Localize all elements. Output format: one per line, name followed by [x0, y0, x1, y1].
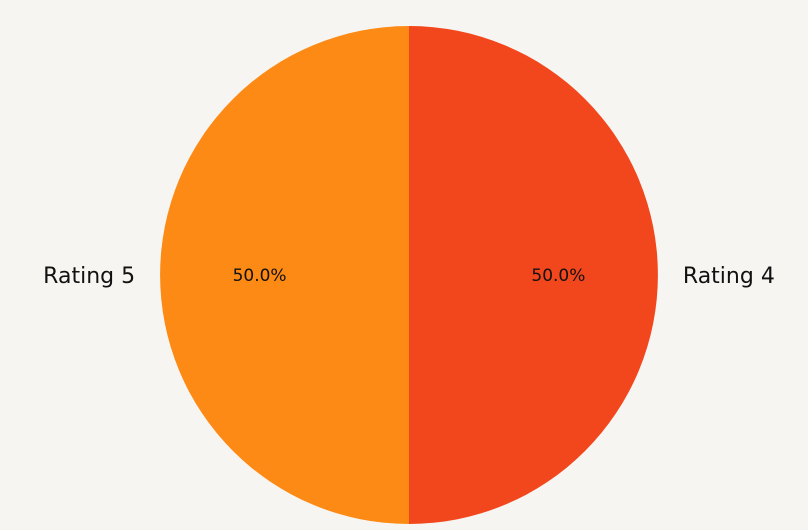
- pie-pct-label: 50.0%: [233, 266, 287, 286]
- pie-pct-label: 50.0%: [531, 266, 585, 286]
- pie-category-label: Rating 4: [683, 264, 775, 289]
- pie-slice-rating-5: [160, 26, 409, 524]
- pie-slice-rating-4: [409, 26, 658, 524]
- pie-category-label: Rating 5: [43, 264, 135, 289]
